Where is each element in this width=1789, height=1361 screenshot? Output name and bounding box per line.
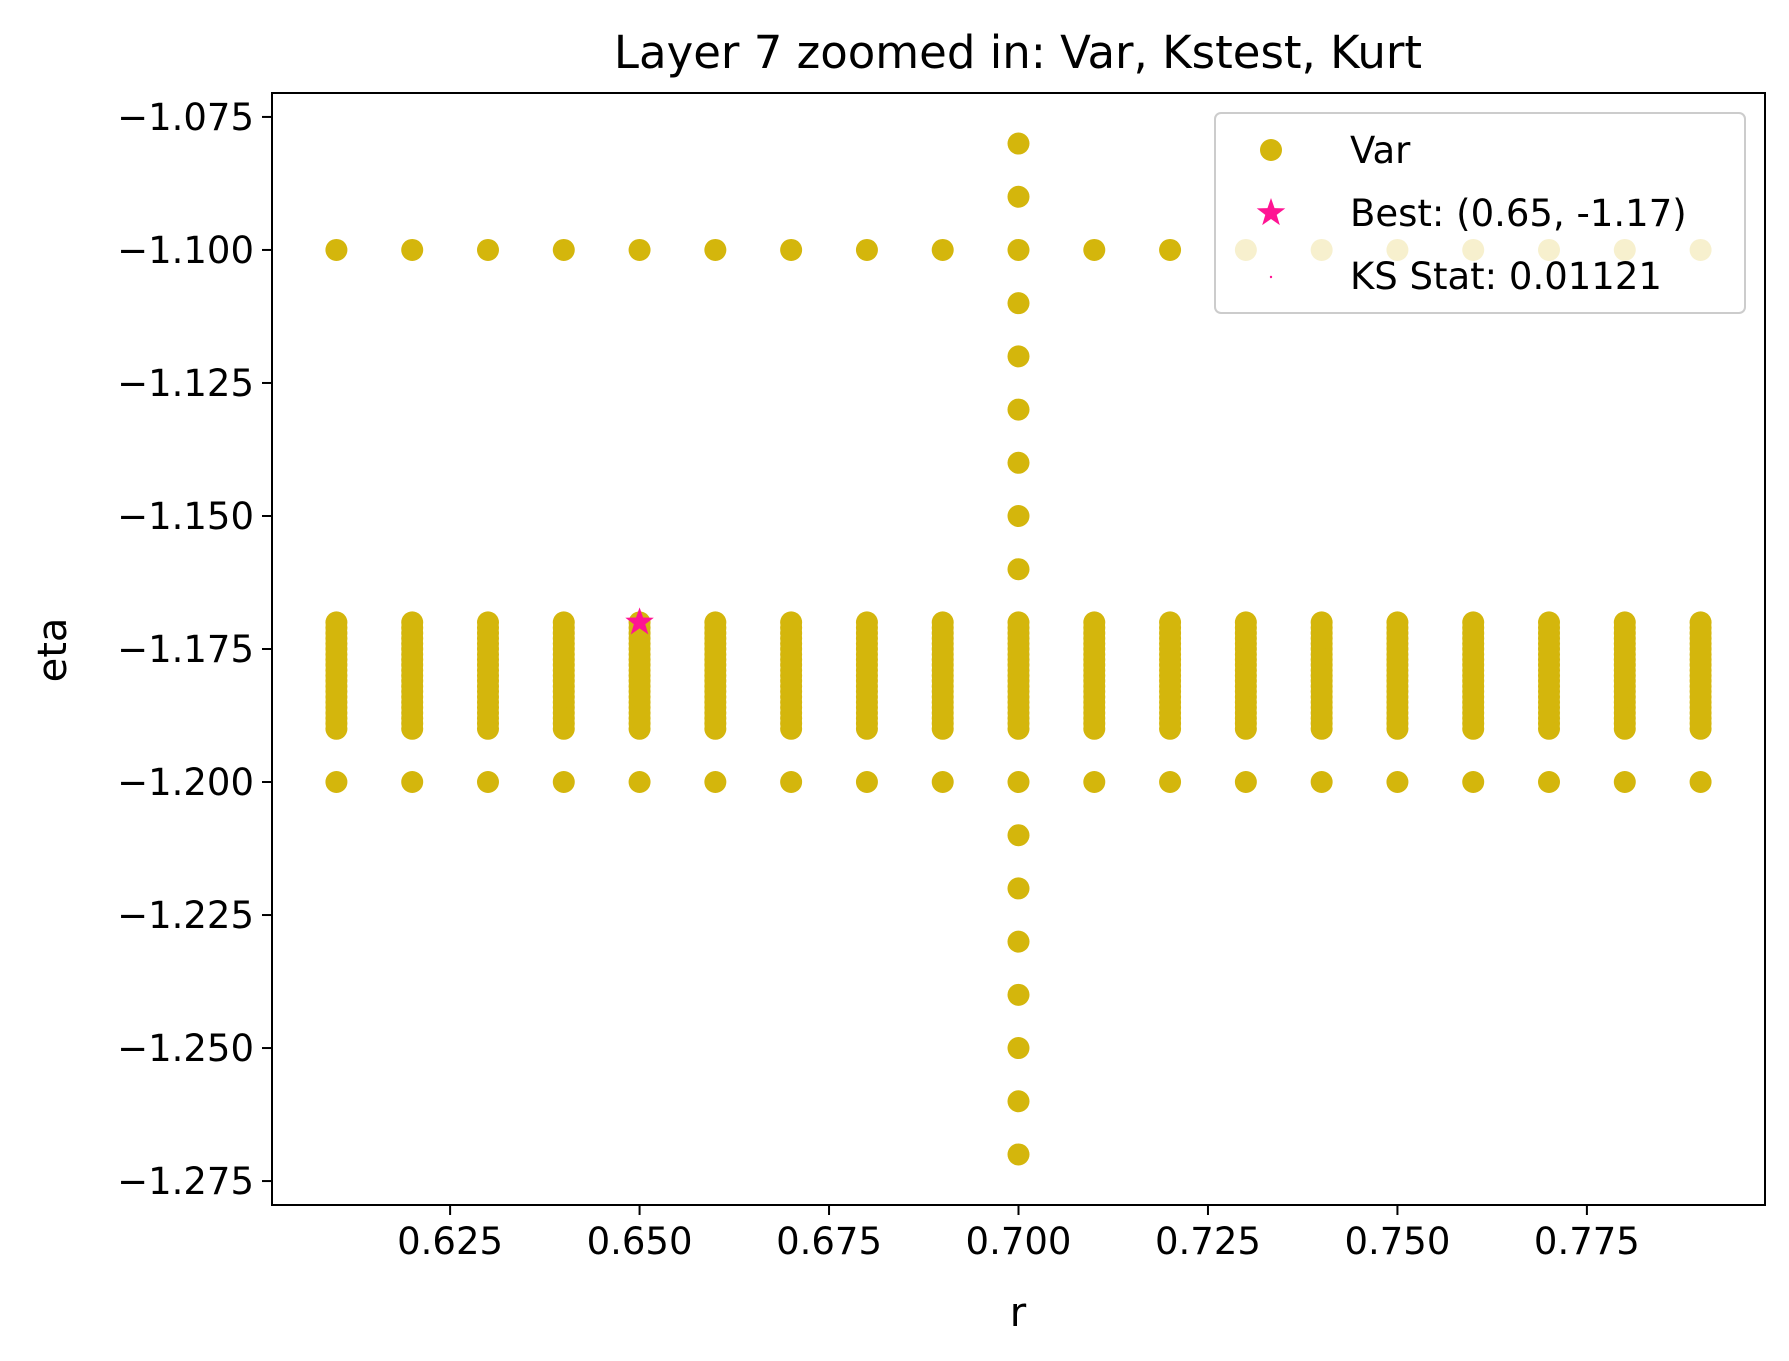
var-point bbox=[1234, 611, 1257, 634]
var-point bbox=[552, 611, 575, 634]
var-point bbox=[1007, 1037, 1030, 1060]
var-point bbox=[780, 771, 803, 794]
var-point bbox=[401, 611, 424, 634]
var-point bbox=[1007, 238, 1030, 261]
var-point bbox=[780, 611, 803, 634]
legend-ks-label: KS Stat: 0.01121 bbox=[1350, 255, 1662, 298]
var-point bbox=[1689, 611, 1712, 634]
y-tick-label: −1.125 bbox=[117, 362, 254, 405]
var-point bbox=[1689, 771, 1712, 794]
var-point bbox=[1007, 185, 1030, 208]
var-point bbox=[1310, 771, 1333, 794]
legend-var-marker bbox=[1260, 139, 1282, 161]
var-point bbox=[325, 611, 348, 634]
legend-best-label: Best: (0.65, -1.17) bbox=[1350, 192, 1687, 235]
x-tick-label: 0.700 bbox=[966, 1220, 1072, 1263]
x-tick-label: 0.750 bbox=[1344, 1220, 1450, 1263]
var-point bbox=[1007, 398, 1030, 421]
var-point bbox=[1538, 611, 1561, 634]
var-point bbox=[1007, 132, 1030, 155]
var-point bbox=[704, 771, 727, 794]
var-point bbox=[1613, 771, 1636, 794]
var-point bbox=[1462, 771, 1485, 794]
var-point bbox=[1159, 238, 1182, 261]
var-point bbox=[1613, 611, 1636, 634]
x-tick-label: 0.775 bbox=[1534, 1220, 1640, 1263]
var-point bbox=[704, 238, 727, 261]
var-point bbox=[931, 611, 954, 634]
chart-title: Layer 7 zoomed in: Var, Kstest, Kurt bbox=[614, 26, 1422, 79]
plot-points bbox=[325, 132, 1712, 1166]
var-point bbox=[704, 611, 727, 634]
var-point bbox=[1083, 238, 1106, 261]
legend-best-marker bbox=[1256, 198, 1286, 226]
var-point bbox=[552, 771, 575, 794]
legend: Var Best: (0.65, -1.17) KS Stat: 0.01121 bbox=[1214, 112, 1746, 314]
y-tick-label: −1.275 bbox=[117, 1160, 254, 1203]
x-tick-label: 0.725 bbox=[1155, 1220, 1261, 1263]
var-point bbox=[1007, 1090, 1030, 1113]
var-point bbox=[855, 771, 878, 794]
y-axis-ticks: −1.075 −1.100 −1.125 −1.150 −1.175 −1.200 −1.2… bbox=[117, 96, 272, 1203]
var-point bbox=[1159, 771, 1182, 794]
var-point bbox=[1007, 504, 1030, 527]
var-point bbox=[931, 238, 954, 261]
legend-var-label: Var bbox=[1350, 129, 1411, 172]
var-point bbox=[401, 238, 424, 261]
var-point bbox=[628, 771, 651, 794]
var-point bbox=[1083, 771, 1106, 794]
var-point bbox=[1538, 771, 1561, 794]
y-tick-label: −1.100 bbox=[117, 229, 254, 272]
var-point bbox=[1083, 611, 1106, 634]
legend-ks-marker bbox=[1269, 275, 1273, 279]
var-point bbox=[325, 238, 348, 261]
var-point bbox=[1386, 771, 1409, 794]
var-point bbox=[1007, 292, 1030, 315]
y-tick-label: −1.250 bbox=[117, 1027, 254, 1070]
var-point bbox=[552, 238, 575, 261]
x-tick-label: 0.625 bbox=[397, 1220, 503, 1263]
var-point bbox=[325, 771, 348, 794]
var-point bbox=[476, 611, 499, 634]
var-point bbox=[1007, 611, 1030, 634]
var-point bbox=[1007, 983, 1030, 1006]
var-point bbox=[1007, 1143, 1030, 1166]
var-point bbox=[1007, 824, 1030, 847]
best-point-star bbox=[625, 607, 654, 635]
x-axis-label: r bbox=[1010, 1290, 1027, 1336]
var-point bbox=[628, 238, 651, 261]
y-tick-label: −1.075 bbox=[117, 96, 254, 139]
y-tick-label: −1.200 bbox=[117, 761, 254, 804]
var-point bbox=[1007, 877, 1030, 900]
var-point bbox=[476, 238, 499, 261]
var-point bbox=[780, 238, 803, 261]
y-axis-label: eta bbox=[30, 618, 76, 683]
var-point bbox=[931, 771, 954, 794]
var-point bbox=[1310, 611, 1333, 634]
var-point bbox=[855, 611, 878, 634]
var-point bbox=[1007, 558, 1030, 581]
var-point bbox=[1159, 611, 1182, 634]
var-point bbox=[1386, 611, 1409, 634]
y-tick-label: −1.225 bbox=[117, 894, 254, 937]
x-tick-label: 0.650 bbox=[587, 1220, 693, 1263]
x-tick-label: 0.675 bbox=[776, 1220, 882, 1263]
var-point bbox=[1007, 345, 1030, 368]
var-point bbox=[1007, 451, 1030, 474]
var-point bbox=[1007, 771, 1030, 794]
y-tick-label: −1.150 bbox=[117, 495, 254, 538]
legend-box bbox=[1214, 112, 1746, 314]
var-point bbox=[476, 771, 499, 794]
var-point bbox=[401, 771, 424, 794]
y-tick-label: −1.175 bbox=[117, 628, 254, 671]
var-point bbox=[1007, 930, 1030, 953]
var-point bbox=[1462, 611, 1485, 634]
var-point bbox=[855, 238, 878, 261]
best-marker-layer bbox=[625, 607, 654, 635]
var-point bbox=[1234, 771, 1257, 794]
x-axis-ticks: 0.625 0.650 0.675 0.700 0.725 0.750 0.775 bbox=[397, 1205, 1640, 1263]
